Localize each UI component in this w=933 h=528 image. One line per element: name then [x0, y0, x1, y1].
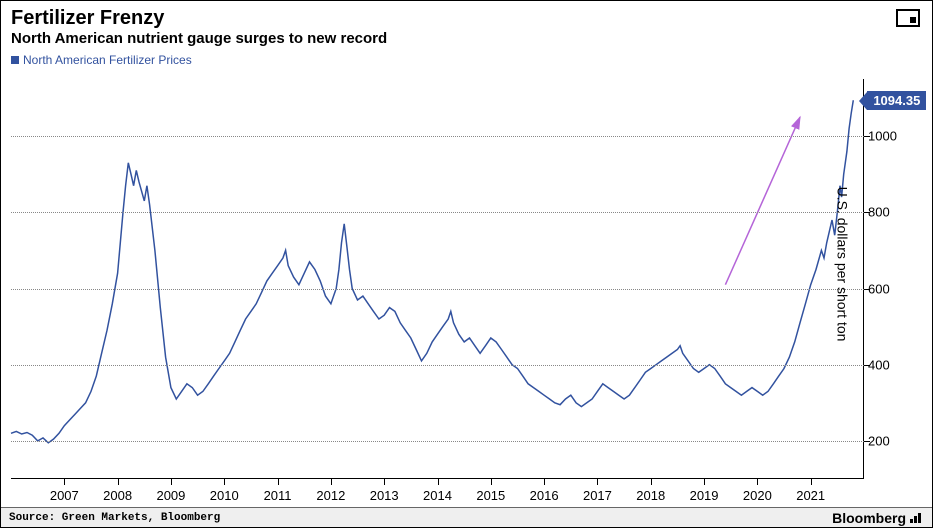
- x-tick-mark: [757, 479, 758, 485]
- x-tick-mark: [811, 479, 812, 485]
- y-tick-mark: [864, 289, 870, 290]
- x-tick-label: 2020: [743, 488, 772, 503]
- y-tick-label: 400: [868, 357, 904, 372]
- x-tick-mark: [171, 479, 172, 485]
- x-tick-mark: [224, 479, 225, 485]
- x-tick-label: 2012: [316, 488, 345, 503]
- legend: North American Fertilizer Prices: [1, 49, 932, 71]
- source-text: Source: Green Markets, Bloomberg: [9, 512, 220, 524]
- gridline: [11, 441, 864, 442]
- y-tick-mark: [864, 441, 870, 442]
- x-tick-label: 2008: [103, 488, 132, 503]
- chart-container: Fertilizer Frenzy North American nutrien…: [0, 0, 933, 528]
- x-tick-label: 2010: [210, 488, 239, 503]
- plot-area: 2004006008001000200720082009201020112012…: [11, 79, 864, 479]
- x-tick-label: 2013: [370, 488, 399, 503]
- chart-subtitle: North American nutrient gauge surges to …: [11, 30, 922, 47]
- x-tick-label: 2021: [796, 488, 825, 503]
- x-tick-mark: [384, 479, 385, 485]
- x-tick-mark: [118, 479, 119, 485]
- x-tick-label: 2007: [50, 488, 79, 503]
- x-tick-label: 2018: [636, 488, 665, 503]
- x-tick-mark: [544, 479, 545, 485]
- chart-title: Fertilizer Frenzy: [11, 7, 922, 30]
- y-tick-mark: [864, 365, 870, 366]
- y-axis-title: U.S. dollars per short ton: [835, 187, 851, 342]
- x-tick-label: 2017: [583, 488, 612, 503]
- x-tick-mark: [64, 479, 65, 485]
- x-tick-label: 2015: [476, 488, 505, 503]
- legend-marker-icon: [11, 56, 19, 64]
- x-tick-label: 2016: [530, 488, 559, 503]
- y-tick-label: 200: [868, 433, 904, 448]
- x-tick-label: 2009: [156, 488, 185, 503]
- x-tick-mark: [704, 479, 705, 485]
- arrow-annotation-icon: [11, 79, 864, 479]
- x-tick-mark: [651, 479, 652, 485]
- x-tick-label: 2019: [690, 488, 719, 503]
- expand-icon[interactable]: [896, 9, 920, 27]
- x-tick-mark: [438, 479, 439, 485]
- x-tick-mark: [331, 479, 332, 485]
- gridline: [11, 136, 864, 137]
- x-tick-mark: [491, 479, 492, 485]
- x-tick-mark: [278, 479, 279, 485]
- y-tick-label: 600: [868, 281, 904, 296]
- x-tick-label: 2014: [423, 488, 452, 503]
- y-tick-mark: [864, 212, 870, 213]
- gridline: [11, 365, 864, 366]
- last-value-flag: 1094.35: [867, 91, 926, 110]
- y-tick-mark: [864, 136, 870, 137]
- bloomberg-logo: Bloomberg: [832, 510, 924, 526]
- y-tick-label: 1000: [868, 129, 904, 144]
- x-tick-mark: [597, 479, 598, 485]
- bloomberg-text: Bloomberg: [832, 510, 906, 526]
- gridline: [11, 289, 864, 290]
- bloomberg-bars-icon: [910, 513, 924, 523]
- footer: Source: Green Markets, Bloomberg Bloombe…: [1, 507, 932, 527]
- gridline: [11, 212, 864, 213]
- legend-label: North American Fertilizer Prices: [23, 53, 192, 67]
- header: Fertilizer Frenzy North American nutrien…: [1, 1, 932, 49]
- x-tick-label: 2011: [264, 488, 292, 503]
- y-tick-label: 800: [868, 205, 904, 220]
